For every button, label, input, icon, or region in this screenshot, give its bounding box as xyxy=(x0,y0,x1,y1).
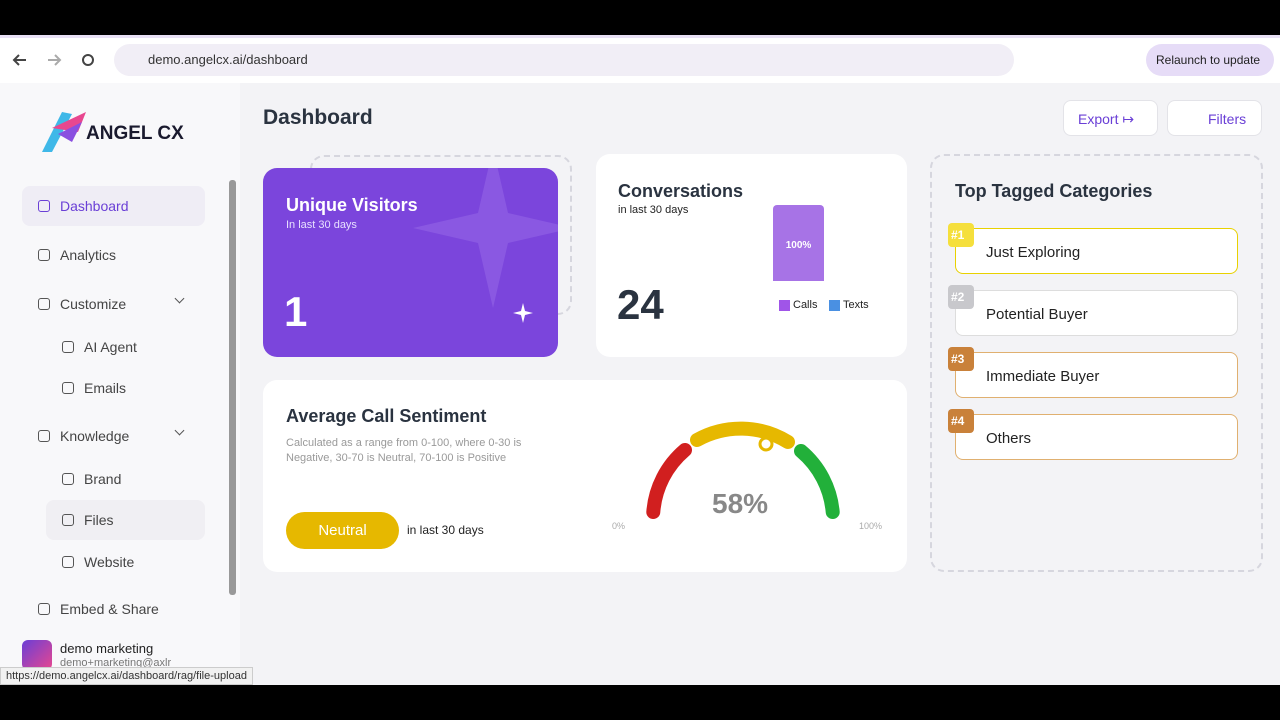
nav-item[interactable]: Analytics xyxy=(22,235,205,275)
sentiment-description: Calculated as a range from 0-100, where … xyxy=(286,437,522,464)
sentiment-card: Average Call Sentiment Calculated as a r… xyxy=(263,380,907,572)
category-item[interactable]: Just Exploring xyxy=(955,228,1238,274)
nav-label: Emails xyxy=(84,380,127,396)
address-bar[interactable]: demo.angelcx.ai/dashboard xyxy=(114,44,1014,76)
gauge-neutral xyxy=(690,421,795,449)
nav-label: Analytics xyxy=(60,247,117,263)
status-url: https://demo.angelcx.ai/dashboard/rag/fi… xyxy=(6,670,247,682)
categories-panel xyxy=(930,154,1263,572)
nav-icon xyxy=(38,298,50,310)
nav-item[interactable]: Emails xyxy=(46,368,205,408)
nav-item[interactable]: Customize xyxy=(22,284,205,324)
logo-text: ANGEL CX xyxy=(86,123,184,144)
nav-icon xyxy=(38,430,50,442)
category-rank: #3 xyxy=(948,347,974,371)
nav-icon xyxy=(62,473,74,485)
sidebar: ANGEL CX xyxy=(0,83,240,685)
nav-icon xyxy=(38,200,50,212)
legend-label: Calls xyxy=(793,299,818,311)
legend-swatch xyxy=(779,300,790,311)
category-item[interactable]: Potential Buyer xyxy=(955,290,1238,336)
user-email: demo+marketing@axlr xyxy=(60,657,172,669)
relaunch-text: Relaunch to update xyxy=(1156,53,1261,67)
bar-label: 100% xyxy=(785,240,812,251)
nav-label: Dashboard xyxy=(60,198,129,214)
calls-bar: 100% xyxy=(773,205,824,281)
legend-label: Texts xyxy=(843,299,869,311)
visitors-card: Unique Visitors In last 30 days 1 xyxy=(263,168,558,357)
sparkle-icon xyxy=(513,303,533,323)
category-rank: #1 xyxy=(948,223,974,247)
gauge xyxy=(646,421,840,519)
nav-label: Files xyxy=(84,512,114,528)
gauge-positive xyxy=(794,444,840,519)
nav-item[interactable]: Brand xyxy=(46,459,205,499)
conversations-subtitle: in last 30 days xyxy=(618,204,689,216)
nav-label: Embed & Share xyxy=(60,601,159,617)
conversations-title: Conversations xyxy=(618,181,744,201)
url: demo.angelcx.ai/dashboard xyxy=(148,52,308,67)
nav-item[interactable]: AI Agent xyxy=(46,327,205,367)
nav-icon xyxy=(62,341,74,353)
conversations-value: 24 xyxy=(617,281,664,328)
nav-label: Brand xyxy=(84,471,122,487)
category-rank: #2 xyxy=(948,285,974,309)
nav-icon xyxy=(62,514,74,526)
nav-item[interactable]: Website xyxy=(46,542,205,582)
category-item[interactable]: Immediate Buyer xyxy=(955,352,1238,398)
nav-item[interactable]: Files xyxy=(46,500,205,540)
decor-star xyxy=(413,168,558,308)
status-bar: https://demo.angelcx.ai/dashboard/rag/fi… xyxy=(0,667,253,685)
gauge-max: 100% xyxy=(859,521,883,531)
export-text: Export xyxy=(1078,111,1119,127)
nav-label: Knowledge xyxy=(60,428,130,444)
sentiment-period: in last 30 days xyxy=(407,523,484,537)
nav-label: Website xyxy=(84,554,135,570)
legend-swatch xyxy=(829,300,840,311)
gauge-marker xyxy=(758,436,774,452)
gauge-min: 0% xyxy=(612,521,626,531)
nav-item[interactable]: Knowledge xyxy=(22,416,205,456)
nav-label: Customize xyxy=(60,296,127,312)
scrollbar xyxy=(229,180,236,595)
category-item[interactable]: Others xyxy=(955,414,1238,460)
nav-icon xyxy=(38,603,50,615)
visitors-value: 1 xyxy=(284,288,308,335)
nav-icon xyxy=(62,382,74,394)
avatar xyxy=(22,640,52,670)
gauge-value: 58% xyxy=(712,488,769,519)
badge-text: Neutral xyxy=(318,522,367,539)
nav-icon xyxy=(62,556,74,568)
gauge-negative xyxy=(646,443,692,519)
filters-button[interactable]: Filters xyxy=(1167,100,1262,136)
page-title: Dashboard xyxy=(263,106,373,129)
visitors-subtitle: In last 30 days xyxy=(286,219,357,231)
nav-label: AI Agent xyxy=(84,339,137,355)
logo-mark xyxy=(42,112,86,152)
user-name: demo marketing xyxy=(60,641,154,656)
relaunch-button[interactable]: Relaunch to update xyxy=(1146,44,1274,76)
sentiment-badge: Neutral xyxy=(286,512,399,549)
nav-buttons[interactable] xyxy=(10,50,100,70)
nav-icon xyxy=(38,249,50,261)
export-button[interactable]: Export ↦ xyxy=(1063,100,1158,136)
conversations-card: Conversations in last 30 days 24 100% Ca… xyxy=(596,154,907,357)
category-rank: #4 xyxy=(948,409,974,433)
filters-text: Filters xyxy=(1208,111,1247,127)
categories-title: Top Tagged Categories xyxy=(955,181,1153,201)
nav-item[interactable]: Dashboard xyxy=(22,186,205,226)
visitors-title: Unique Visitors xyxy=(286,195,418,215)
nav-item[interactable]: Embed & Share xyxy=(22,589,205,629)
sentiment-title: Average Call Sentiment xyxy=(286,406,487,426)
